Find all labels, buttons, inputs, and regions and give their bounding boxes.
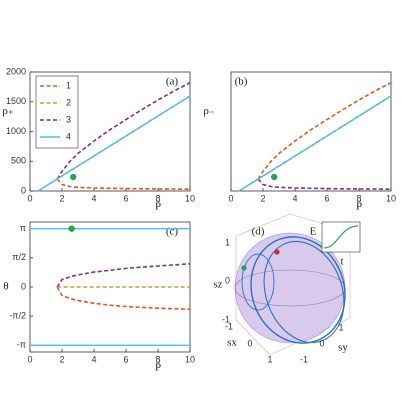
x-tick-label: 4 [91, 193, 96, 203]
y-tick-label: π/2 [12, 252, 26, 262]
x-tick-label: 0 [247, 338, 252, 348]
x-tick-label: 4 [292, 193, 297, 203]
inset-y-label: E [310, 226, 317, 238]
point [70, 173, 77, 181]
y-tick-label: π [20, 223, 26, 233]
trajectory [250, 236, 346, 344]
x-tick-label: 2 [260, 193, 265, 203]
x-axis-label: P̄ [155, 361, 161, 373]
panel-label: (b) [235, 76, 248, 88]
y-tick-label: 0 [21, 281, 26, 291]
z-axis-label: sz [213, 279, 222, 291]
series-line [56, 263, 191, 288]
series-line [37, 95, 191, 192]
panel-label: (d) [252, 226, 265, 238]
y-axis-label: sy [338, 342, 348, 354]
x-tick-label: 2 [59, 354, 64, 364]
point [68, 225, 75, 232]
state-point [274, 249, 280, 255]
series-line [56, 178, 191, 190]
y-axis-label: ρ₊ [2, 105, 13, 117]
legend-label: 3 [66, 114, 71, 124]
x-tick-label: 0 [27, 193, 32, 203]
x-tick-label: 4 [91, 354, 96, 364]
y-tick-label: 500 [11, 156, 26, 166]
y-tick-label: -1 [300, 354, 308, 364]
x-axis-label: sx [227, 337, 237, 349]
legend-label: 4 [66, 131, 71, 141]
x-tick-label: 8 [155, 193, 160, 203]
series-line [257, 178, 392, 190]
x-tick-label: 6 [123, 354, 128, 364]
legend-label: 1 [66, 80, 71, 90]
series-line [257, 81, 392, 180]
frame [235, 213, 291, 237]
trajectory [241, 253, 275, 311]
x-tick-label: 0 [27, 354, 32, 364]
y-tick-label: 0 [319, 338, 324, 348]
panel-label: (c) [166, 226, 179, 238]
z-tick-label: -1 [222, 314, 230, 324]
y-axis-label: ρ₋ [203, 105, 214, 117]
x-tick-label: 10 [185, 354, 195, 364]
y-axis-label: θ [3, 281, 8, 293]
point [271, 173, 278, 181]
trajectory [263, 240, 345, 344]
y-tick-label: 2000 [6, 66, 26, 76]
legend-label: 2 [66, 97, 71, 107]
x-tick-label: 10 [386, 193, 396, 203]
x-tick-label: 6 [324, 193, 329, 203]
z-tick-label: 0 [225, 275, 230, 285]
state-point [241, 265, 247, 271]
x-tick-label: 6 [123, 193, 128, 203]
y-tick-label: -π/2 [9, 311, 26, 321]
x-axis-label: P̄ [155, 200, 161, 212]
x-tick-label: 8 [356, 193, 361, 203]
legend-box [35, 75, 79, 149]
y-tick-label: 0 [21, 185, 26, 195]
x-tick-label: 0 [228, 193, 233, 203]
x-tick-label: 10 [185, 193, 195, 203]
x-tick-label: 2 [59, 193, 64, 203]
x-tick-label: 1 [267, 354, 272, 364]
x-axis-label: P̄ [356, 200, 362, 212]
series-line [56, 286, 191, 311]
axes-box [230, 71, 392, 192]
series-line [56, 81, 191, 180]
panel-label: (a) [166, 76, 179, 88]
frame [235, 319, 271, 356]
inset-curve [323, 225, 359, 249]
inset-x-label: t [340, 256, 343, 268]
y-tick-label: -π [17, 340, 26, 350]
y-tick-label: 1 [338, 322, 343, 332]
series-line [238, 95, 392, 192]
y-tick-label: 1000 [6, 126, 26, 136]
x-tick-label: 8 [155, 354, 160, 364]
y-tick-label: 1500 [6, 96, 26, 106]
z-tick-label: 1 [225, 237, 230, 247]
x-tick-label: -1 [225, 321, 233, 331]
